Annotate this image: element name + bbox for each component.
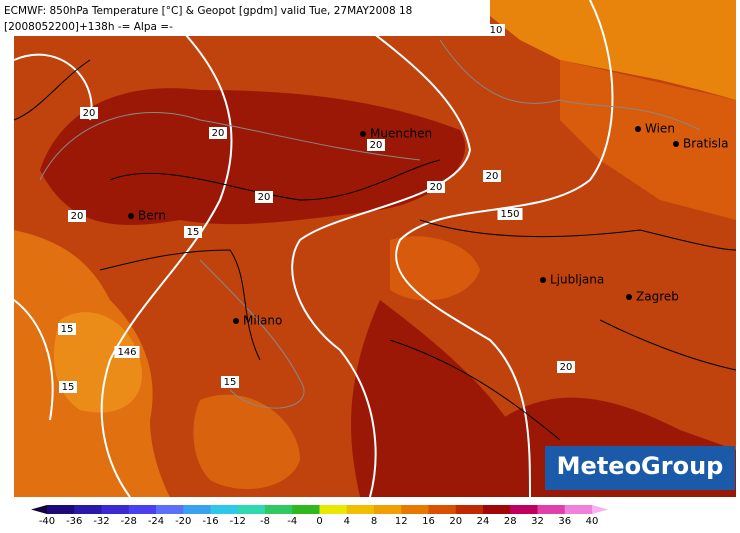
legend-tick-label: 16 [422, 516, 435, 527]
contour-label-box [483, 170, 501, 182]
contour-label: 10 [490, 25, 503, 36]
legend: -40 -36 -32 -28 -24 -20 -16 -12 -8 -4 0 4 8 12 16 20 24 2… [31, 505, 608, 527]
legend-tick-label: 40 [586, 516, 599, 527]
legend-swatch [428, 505, 457, 514]
legend-tick-label: 24 [477, 516, 490, 527]
contour-label: 20 [370, 140, 383, 151]
city-dot [233, 318, 239, 324]
legend-tick-label: 12 [395, 516, 408, 527]
city-label: Wien [645, 122, 675, 136]
legend-swatch [455, 505, 484, 514]
legend-tick-label: -4 [287, 516, 297, 527]
contour-label-box [557, 361, 575, 373]
city-label: Zagreb [636, 290, 679, 304]
legend-tick-label: -36 [66, 516, 82, 527]
legend-swatch [183, 505, 211, 514]
legend-tick-label: 28 [504, 516, 517, 527]
map-area [13, 0, 737, 498]
legend-tick-label: 32 [531, 516, 544, 527]
legend-tick-label: -40 [39, 516, 55, 527]
legend-tick-label: -28 [121, 516, 137, 527]
legend-tick-label: -20 [175, 516, 191, 527]
contour-label-box [497, 208, 523, 220]
city-dot [673, 141, 679, 147]
legend-swatch [510, 505, 538, 514]
contour-label-box [221, 376, 239, 388]
contour-label: 15 [187, 227, 200, 238]
contour-label: 20 [212, 128, 225, 139]
legend-swatch [74, 505, 102, 514]
logo-box [545, 446, 735, 490]
legend-tick-label: 20 [449, 516, 462, 527]
legend-tick-label: 8 [371, 516, 377, 527]
legend-tick-label: 4 [344, 516, 350, 527]
contour-label: 20 [486, 171, 499, 182]
contour-label-box [80, 107, 98, 119]
legend-swatch [128, 505, 157, 514]
city-label: Milano [243, 314, 282, 328]
city-label: Bratisla [683, 137, 729, 151]
contour-label-box [58, 323, 76, 335]
legend-swatch [47, 505, 75, 514]
city-label: Ljubljana [550, 273, 604, 287]
legend-tick-label: 0 [316, 516, 322, 527]
city-dot [540, 277, 546, 283]
legend-tick-label: -16 [202, 516, 218, 527]
header-line: [2008052200]+138h -= Alpa =- [4, 21, 173, 33]
contour-label: 20 [258, 192, 271, 203]
legend-swatch [101, 505, 130, 514]
contour-label-box [59, 381, 77, 393]
legend-swatch [156, 505, 184, 514]
city-dot [635, 126, 641, 132]
contour-label: 15 [224, 377, 237, 388]
contour-label: 20 [430, 182, 443, 193]
legend-tick-label: -32 [93, 516, 109, 527]
legend-swatch [374, 505, 402, 514]
legend-tick-label: -12 [230, 516, 246, 527]
header-line: ECMWF: 850hPa Temperature [°C] & Geopot … [4, 5, 412, 17]
legend-swatch [401, 505, 429, 514]
contour-label-box [114, 346, 140, 358]
contour-label-box [427, 181, 445, 193]
city-dot [360, 131, 366, 137]
legend-swatch [319, 505, 348, 514]
city-dot [128, 213, 134, 219]
contour-labels: 10 20 20 20 20 20 20 20 20 15 15 15 15 146 150 [58, 24, 575, 393]
contour-label: 146 [117, 347, 136, 358]
contour-label: 150 [500, 209, 519, 220]
contour-label: 15 [61, 324, 74, 335]
contour-label-box [209, 127, 227, 139]
contour-label-box [255, 191, 273, 203]
contour-label-box [487, 24, 505, 36]
legend-tick-label: -8 [260, 516, 270, 527]
legend-swatch [564, 505, 593, 514]
legend-tick-label: 36 [558, 516, 571, 527]
logo: MeteoGroup [557, 452, 724, 480]
contour-label: 15 [62, 382, 75, 393]
contour-label-box [184, 226, 202, 238]
legend-swatch [537, 505, 566, 514]
cities: Muenchen Wien Bratisla Bern Milano Ljubljana Z… [128, 122, 729, 328]
city-label: Bern [138, 209, 166, 223]
contour-label-box [68, 210, 86, 222]
contour-label: 20 [71, 211, 84, 222]
legend-swatch [483, 505, 511, 514]
legend-swatch [292, 505, 320, 514]
legend-swatch [265, 505, 293, 514]
legend-swatch [31, 505, 47, 514]
contour-label: 20 [560, 362, 573, 373]
contour-label-box [367, 139, 385, 151]
legend-swatch [210, 505, 239, 514]
legend-swatch [237, 505, 266, 514]
legend-swatch [592, 505, 608, 514]
legend-swatch [346, 505, 375, 514]
city-label: Muenchen [370, 127, 432, 141]
legend-tick-label: -24 [148, 516, 164, 527]
header-box [0, 0, 490, 36]
city-dot [626, 294, 632, 300]
contour-label: 20 [83, 108, 96, 119]
